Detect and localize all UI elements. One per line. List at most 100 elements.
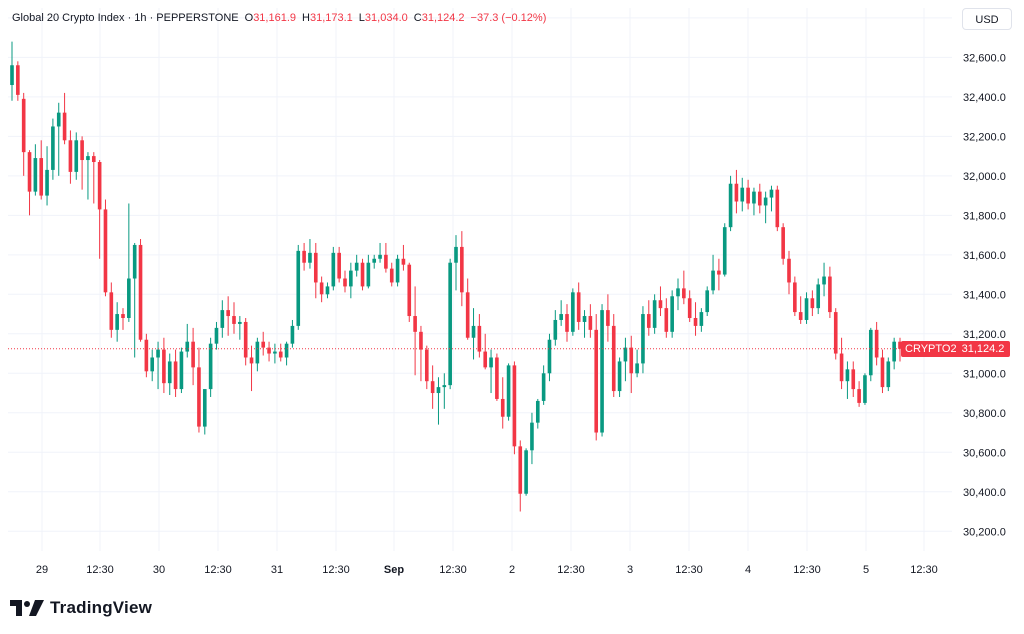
candle — [448, 258, 452, 390]
x-tick-label: 12:30 — [86, 564, 114, 576]
x-tick-label: 31 — [271, 564, 283, 576]
candle — [868, 327, 873, 382]
candle-body — [477, 325, 482, 352]
candle-body — [851, 369, 856, 390]
candle-body — [243, 321, 248, 358]
candle — [308, 239, 312, 269]
candle — [232, 302, 236, 334]
candle — [495, 353, 499, 401]
candle — [261, 331, 266, 356]
tradingview-logo[interactable]: TradingView — [10, 597, 152, 619]
candle-body — [635, 363, 639, 374]
candle-body — [127, 278, 131, 319]
candle — [16, 61, 20, 101]
candle-body — [565, 314, 569, 332]
candle-body — [518, 446, 523, 494]
y-tick-label: 31,200.0 — [963, 329, 1006, 341]
candle — [214, 321, 219, 350]
y-tick-label: 32,400.0 — [963, 92, 1006, 104]
candle — [378, 242, 382, 263]
candle — [553, 310, 558, 346]
candle-body — [652, 300, 657, 328]
candle-body — [617, 361, 622, 392]
candle-body — [898, 341, 902, 349]
x-tick-label: 4 — [745, 564, 751, 576]
candle — [395, 254, 400, 287]
candle — [331, 246, 336, 291]
candle-body — [874, 329, 879, 358]
candle-body — [278, 351, 283, 358]
candle — [27, 150, 32, 216]
candle-body — [226, 310, 230, 317]
candle — [62, 92, 67, 145]
candle — [874, 321, 879, 366]
candle-body — [360, 262, 365, 287]
candle-body — [757, 191, 762, 206]
x-tick-label: 12:30 — [322, 564, 350, 576]
candle-body — [389, 268, 394, 283]
candle — [886, 357, 891, 392]
candle-body — [495, 357, 499, 399]
candle-body — [384, 254, 388, 269]
symbol-title[interactable]: Global 20 Crypto Index · 1h · PEPPERSTON… — [12, 12, 239, 24]
time-axis[interactable]: 29 12:30 30 12:30 31 12:30 Sep 12:30 2 12:30 3 12:3… — [36, 564, 938, 576]
candle-body — [372, 258, 377, 263]
candle — [483, 333, 488, 370]
candle-body — [535, 400, 540, 423]
candle-body — [606, 310, 610, 326]
candle — [243, 318, 248, 366]
candle-body — [191, 341, 195, 368]
candle-body — [395, 258, 400, 283]
candle-body — [658, 300, 663, 309]
candle-body — [349, 270, 353, 287]
candle-body — [547, 339, 552, 374]
price-axis[interactable]: 30,200.0 30,400.0 30,600.0 30,800.0 31,000.0… — [963, 13, 1006, 538]
candle-body — [822, 276, 826, 285]
x-tick-label: 12:30 — [793, 564, 821, 576]
candle-body — [816, 284, 821, 309]
candle-body — [296, 250, 301, 326]
candle-body — [290, 325, 295, 344]
y-tick-label: 30,200.0 — [963, 526, 1006, 538]
candle-body — [132, 244, 137, 279]
candle — [360, 258, 365, 291]
candle — [898, 337, 902, 362]
candle — [173, 349, 178, 397]
candle-body — [787, 258, 791, 283]
candle — [810, 290, 815, 317]
candle-body — [623, 347, 628, 362]
candle — [185, 323, 190, 358]
candle — [191, 327, 195, 386]
candle — [74, 132, 79, 180]
candle-body — [424, 349, 429, 382]
candle-body — [167, 361, 172, 384]
last-price-label: 31,124.2 — [956, 340, 1010, 357]
candle — [828, 266, 832, 319]
candle-body — [313, 252, 318, 283]
candle-body — [483, 351, 488, 368]
candle — [238, 316, 242, 340]
candle — [535, 398, 540, 429]
candle — [571, 288, 575, 336]
x-tick-label: 3 — [627, 564, 633, 576]
candle — [337, 246, 341, 283]
candle — [33, 144, 38, 196]
candle — [284, 341, 289, 366]
candle-body — [804, 298, 809, 320]
y-tick-label: 32,200.0 — [963, 131, 1006, 143]
candle-body — [442, 385, 447, 388]
candle — [804, 292, 809, 324]
candle-body — [828, 276, 832, 313]
candle-body — [16, 65, 20, 95]
candle — [430, 365, 435, 409]
candle — [45, 146, 49, 206]
candle-body — [524, 450, 528, 494]
candle-body — [682, 288, 686, 299]
candle — [354, 254, 359, 277]
candle — [273, 343, 277, 364]
candle — [121, 308, 125, 330]
currency-button[interactable]: USD — [962, 8, 1012, 30]
x-tick-label: 2 — [509, 564, 515, 576]
candle — [752, 187, 756, 216]
